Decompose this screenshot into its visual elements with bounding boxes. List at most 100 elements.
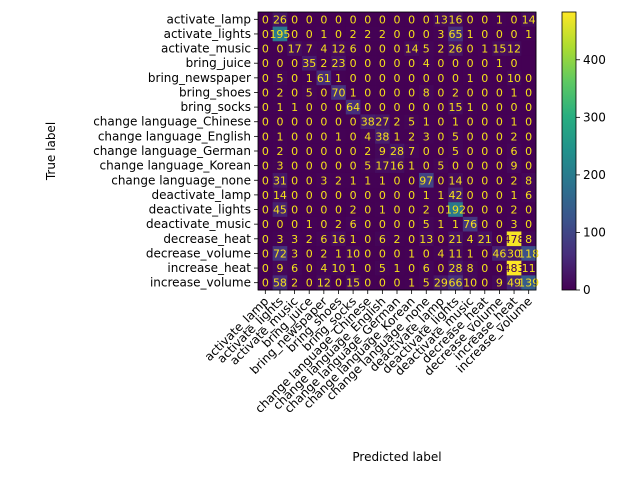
matrix-cell	[477, 158, 493, 174]
matrix-cell	[462, 41, 478, 57]
colorbar-tick-label: 100	[583, 225, 606, 239]
matrix-cell	[301, 231, 317, 247]
cell-value-label: 28	[390, 145, 404, 158]
cell-value-label: 0	[481, 218, 488, 231]
matrix-cell	[506, 26, 522, 42]
matrix-cell	[521, 275, 537, 291]
matrix-cell	[331, 158, 347, 174]
cell-value-label: 0	[496, 28, 503, 41]
cell-value-label: 6	[525, 189, 532, 202]
cell-value-label: 0	[423, 247, 430, 260]
matrix-cell	[492, 260, 508, 276]
matrix-cell	[492, 216, 508, 232]
y-tick-label: bring_shoes	[179, 85, 251, 99]
matrix-cell	[316, 12, 332, 28]
cell-value-label: 0	[467, 86, 474, 99]
matrix-cell	[477, 99, 493, 115]
matrix-cell	[521, 187, 537, 203]
cell-value-label: 0	[437, 233, 444, 246]
cell-value-label: 72	[273, 247, 287, 260]
cell-value-label: 5	[437, 160, 444, 173]
matrix-cell	[258, 129, 274, 145]
cell-value-label: 0	[335, 101, 342, 114]
cell-value-label: 0	[496, 189, 503, 202]
cell-value-label: 3	[291, 233, 298, 246]
matrix-cell	[287, 231, 303, 247]
matrix-cell	[462, 70, 478, 86]
matrix-cell	[258, 26, 274, 42]
cell-value-label: 0	[525, 160, 532, 173]
matrix-cell	[389, 85, 405, 101]
matrix-cell	[492, 246, 508, 262]
cell-value-label: 4	[467, 233, 474, 246]
cell-value-label: 1	[437, 189, 444, 202]
cell-value-label: 0	[394, 86, 401, 99]
cell-value-label: 1	[276, 101, 283, 114]
cell-value-label: 1	[394, 130, 401, 143]
matrix-cell	[521, 231, 537, 247]
matrix-cell	[316, 41, 332, 57]
y-tick-labels: activate_lampactivate_lightsactivate_mus…	[93, 12, 258, 290]
matrix-cell	[492, 172, 508, 188]
matrix-cell	[272, 41, 288, 57]
matrix-cell	[360, 231, 376, 247]
matrix-cell	[331, 143, 347, 159]
matrix-cell	[404, 99, 420, 115]
matrix-cell	[433, 99, 449, 115]
cell-value-label: 0	[394, 189, 401, 202]
matrix-cell	[521, 70, 537, 86]
matrix-cell	[462, 85, 478, 101]
cell-value-label: 0	[437, 86, 444, 99]
cell-value-label: 21	[478, 233, 492, 246]
matrix-cell	[331, 12, 347, 28]
cell-value-label: 0	[350, 130, 357, 143]
colorbar-tick-label: 400	[583, 53, 606, 67]
matrix-cell	[272, 260, 288, 276]
matrix-cell	[389, 12, 405, 28]
matrix-cell	[506, 114, 522, 130]
matrix-cell	[272, 202, 288, 218]
cell-value-label: 8	[423, 86, 430, 99]
matrix-cell	[404, 85, 420, 101]
cell-value-label: 0	[306, 262, 313, 275]
cell-value-label: 0	[437, 204, 444, 217]
matrix-cell	[287, 99, 303, 115]
matrix-cell	[462, 114, 478, 130]
matrix-cell	[404, 275, 420, 291]
matrix-cell	[433, 85, 449, 101]
matrix-cell	[345, 172, 361, 188]
matrix-cell	[287, 260, 303, 276]
matrix-cell	[258, 12, 274, 28]
cell-value-label: 16	[331, 233, 345, 246]
matrix-cell	[345, 143, 361, 159]
cell-value-label: 1	[291, 101, 298, 114]
cell-value-label: 0	[306, 189, 313, 202]
cell-value-label: 35	[302, 57, 316, 70]
matrix-cell	[316, 129, 332, 145]
cell-value-label: 16	[390, 160, 404, 173]
cell-value-label: 1	[452, 218, 459, 231]
matrix-cell	[462, 260, 478, 276]
cell-value-label: 478	[504, 233, 525, 246]
cell-value-label: 2	[276, 86, 283, 99]
cell-value-label: 0	[306, 116, 313, 129]
matrix-cell	[433, 187, 449, 203]
matrix-cell	[331, 231, 347, 247]
cell-value-label: 0	[262, 86, 269, 99]
cell-value-label: 0	[379, 43, 386, 56]
matrix-cells	[258, 12, 537, 291]
matrix-cell	[521, 158, 537, 174]
matrix-cell	[492, 129, 508, 145]
cell-value-label: 2	[291, 277, 298, 290]
matrix-cell	[506, 12, 522, 28]
cell-value-label: 58	[273, 277, 287, 290]
cell-value-label: 6	[320, 233, 327, 246]
matrix-cell	[287, 172, 303, 188]
cell-value-label: 2	[364, 145, 371, 158]
matrix-cell	[375, 275, 391, 291]
cell-value-label: 1	[408, 160, 415, 173]
matrix-cell	[492, 26, 508, 42]
matrix-cell	[301, 12, 317, 28]
cell-value-label: 5	[379, 262, 386, 275]
matrix-cell	[477, 55, 493, 71]
